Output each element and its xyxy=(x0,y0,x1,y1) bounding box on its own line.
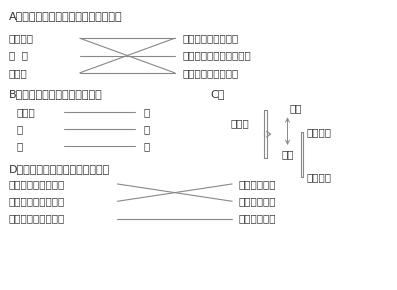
Text: 重力势能转化为动能: 重力势能转化为动能 xyxy=(9,179,65,189)
Text: 焦: 焦 xyxy=(143,107,149,117)
Text: 弹性势能: 弹性势能 xyxy=(306,172,331,182)
Text: 动能转化为重力势能: 动能转化为重力势能 xyxy=(9,196,65,206)
Text: 机械能: 机械能 xyxy=(230,118,249,128)
Text: 电梯匀速上升: 电梯匀速上升 xyxy=(238,179,276,189)
Text: 重力势能: 重力势能 xyxy=(306,127,331,137)
Text: 弓将子弹射出: 弓将子弹射出 xyxy=(238,214,276,224)
Text: C、: C、 xyxy=(210,89,225,99)
Text: 秤  千: 秤 千 xyxy=(9,50,28,61)
Text: A、下列器件工作时所依据的物理原理: A、下列器件工作时所依据的物理原理 xyxy=(9,11,122,21)
Text: 瓦: 瓦 xyxy=(143,124,149,134)
Text: 动能: 动能 xyxy=(289,103,302,113)
Text: 重力势能转化为动能: 重力势能转化为动能 xyxy=(183,33,239,43)
Text: 苹果自由下落: 苹果自由下落 xyxy=(238,196,276,206)
Text: 力: 力 xyxy=(17,142,23,151)
Text: 机械手表: 机械手表 xyxy=(9,33,34,43)
Text: D、以下是能量转化与事例的连线: D、以下是能量转化与事例的连线 xyxy=(9,164,110,174)
Text: 动能和重力势能相互转化: 动能和重力势能相互转化 xyxy=(183,50,251,61)
Text: B、以下是物理量及单位的连线: B、以下是物理量及单位的连线 xyxy=(9,89,102,99)
Text: 功: 功 xyxy=(17,124,23,134)
Text: 打框机: 打框机 xyxy=(9,68,27,78)
Text: 势能: 势能 xyxy=(281,149,294,159)
Text: 机械能: 机械能 xyxy=(17,107,35,117)
Text: 牛: 牛 xyxy=(143,142,149,151)
Text: 动能转化为弹性势能: 动能转化为弹性势能 xyxy=(9,214,65,224)
Text: 弹性势能转化为动能: 弹性势能转化为动能 xyxy=(183,68,239,78)
